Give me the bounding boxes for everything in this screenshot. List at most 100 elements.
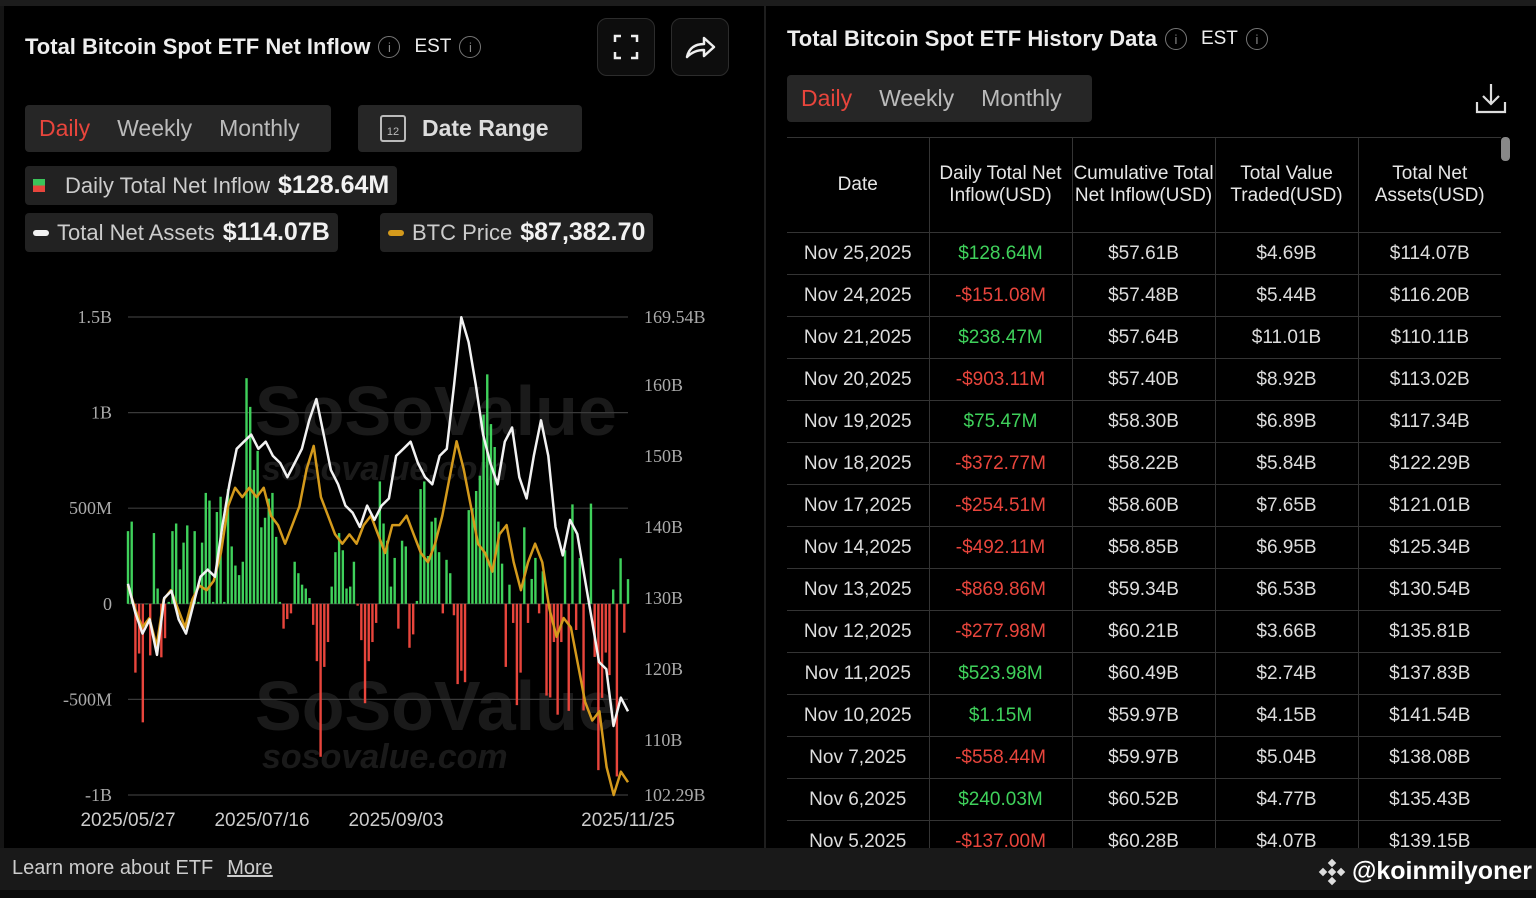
inflow-bar	[471, 508, 474, 604]
date-cell: Nov 7,2025	[787, 736, 930, 779]
inflow-bar	[304, 588, 307, 604]
scrollbar-thumb[interactable]	[1501, 137, 1510, 161]
cumulative-inflow-cell: $59.97B	[1071, 694, 1216, 737]
date-range-button[interactable]: 12 Date Range	[358, 105, 582, 152]
table-row[interactable]: Nov 12,2025 -$277.98M $60.21B $3.66B $135.81…	[787, 610, 1501, 653]
inflow-bar	[341, 550, 345, 604]
legend-value: $128.64M	[278, 171, 390, 199]
cumulative-inflow-cell: $59.97B	[1071, 736, 1216, 779]
inflow-bar	[382, 523, 385, 604]
inflow-bar	[571, 504, 574, 604]
net-assets-cell: $141.54B	[1357, 694, 1501, 737]
y-left-tick-label: 1.5B	[77, 307, 112, 327]
net-inflow-chart[interactable]: SoSoValue sosovalue.com SoSoValue sosova…	[0, 290, 764, 845]
inflow-bar	[197, 601, 200, 604]
inflow-bar	[263, 517, 267, 604]
inflow-bar	[530, 578, 533, 604]
column-header: Daily Total Net Inflow(USD)	[928, 137, 1073, 233]
daily-inflow-cell: -$903.11M	[928, 358, 1073, 401]
value-traded-cell: $5.84B	[1214, 442, 1359, 485]
inflow-bar	[326, 603, 330, 643]
legend-daily-inflow[interactable]: Daily Total Net Inflow $128.64M	[25, 166, 398, 205]
value-traded-cell: $5.44B	[1214, 274, 1359, 317]
info-icon[interactable]: i	[1164, 28, 1187, 50]
table-row[interactable]: Nov 20,2025 -$903.11M $57.40B $8.92B $113.02…	[787, 358, 1501, 401]
info-icon[interactable]: i	[378, 36, 401, 58]
column-header: Total Value Traded(USD)	[1214, 137, 1359, 233]
y-right-tick-label: 102.29B	[644, 785, 706, 805]
table-row[interactable]: Nov 6,2025 $240.03M $60.52B $4.77B $135.43B	[787, 778, 1501, 821]
net-assets-cell: $122.29B	[1357, 442, 1501, 485]
table-row[interactable]: Nov 25,2025 $128.64M $57.61B $4.69B $114.07B	[787, 232, 1501, 275]
inflow-bar	[271, 492, 274, 604]
more-link[interactable]: More	[227, 857, 273, 879]
net-assets-line	[126, 316, 630, 728]
inflow-bar	[386, 540, 389, 604]
net-assets-cell: $121.01B	[1357, 484, 1501, 527]
y-left-tick-label: -500M	[63, 689, 112, 709]
table-row[interactable]: Nov 17,2025 -$254.51M $58.60B $7.65B $121.01…	[787, 484, 1501, 527]
download-button[interactable]	[1474, 82, 1508, 119]
inflow-bar	[208, 500, 211, 604]
bottom-strip	[0, 890, 1536, 898]
table-row[interactable]: Nov 19,2025 $75.47M $58.30B $6.89B $117.34B	[787, 400, 1501, 443]
inflow-bar	[408, 603, 411, 648]
value-traded-cell: $2.74B	[1214, 652, 1359, 695]
legend-btc-price[interactable]: BTC Price $87,382.70	[380, 213, 654, 252]
inflow-bar	[511, 603, 515, 623]
table-row[interactable]: Nov 13,2025 -$869.86M $59.34B $6.53B $130.54…	[787, 568, 1501, 611]
x-tick-label: 2025/11/25	[581, 810, 675, 831]
inflow-bar	[330, 586, 333, 604]
table-row[interactable]: Nov 7,2025 -$558.44M $59.97B $5.04B $138.08B	[787, 736, 1501, 779]
info-icon[interactable]: i	[459, 36, 482, 58]
cumulative-inflow-cell: $58.85B	[1071, 526, 1216, 569]
tab-daily[interactable]: Daily	[801, 85, 853, 111]
inflow-bar	[623, 603, 626, 633]
inflow-bar	[482, 414, 485, 604]
table-row[interactable]: Nov 21,2025 $238.47M $57.64B $11.01B $110.11…	[787, 316, 1501, 359]
btc-legend-swatch	[388, 229, 404, 236]
tab-weekly[interactable]: Weekly	[117, 115, 193, 141]
legend-net-assets[interactable]: Total Net Assets $114.07B	[25, 213, 338, 252]
handle-text: @koinmilyoner	[1352, 857, 1532, 885]
inflow-bar	[497, 521, 500, 604]
share-button[interactable]	[671, 18, 729, 76]
inflow-bar	[626, 579, 630, 604]
cumulative-inflow-cell: $60.52B	[1071, 778, 1216, 821]
inflow-bar	[174, 523, 178, 604]
inflow-bar	[608, 603, 611, 676]
inflow-bar	[452, 603, 456, 616]
calendar-icon: 12	[380, 115, 406, 142]
table-row[interactable]: Nov 5,2025 -$137.00M $60.28B $4.07B $139.15B	[787, 820, 1501, 848]
table-row[interactable]: Nov 10,2025 $1.15M $59.97B $4.15B $141.54B	[787, 694, 1501, 737]
tab-monthly[interactable]: Monthly	[981, 85, 1062, 111]
table-row[interactable]: Nov 14,2025 -$492.11M $58.85B $6.95B $125.34…	[787, 526, 1501, 569]
history-period-tabs: Daily Weekly Monthly	[787, 75, 1092, 122]
y-right-tick-label: 120B	[644, 659, 683, 679]
share-icon	[685, 36, 716, 59]
inflow-bar	[178, 569, 182, 604]
fullscreen-button[interactable]	[597, 18, 655, 76]
table-scrollbar[interactable]	[1501, 137, 1511, 848]
table-row[interactable]: Nov 24,2025 -$151.08M $57.48B $5.44B $116.20…	[787, 274, 1501, 317]
y-right-tick-label: 160B	[644, 375, 683, 395]
inflow-bar	[523, 527, 526, 604]
panel-title: Total Bitcoin Spot ETF History Data	[787, 26, 1157, 51]
tab-monthly[interactable]: Monthly	[219, 115, 300, 141]
table-row[interactable]: Nov 18,2025 -$372.77M $58.22B $5.84B $122.29…	[787, 442, 1501, 485]
cumulative-inflow-cell: $57.48B	[1071, 274, 1216, 317]
net-assets-cell: $138.08B	[1357, 736, 1501, 779]
y-left-tick-label: 500M	[69, 498, 112, 518]
date-cell: Nov 11,2025	[787, 652, 930, 695]
column-header: Date	[787, 137, 930, 233]
legend-label: Daily Total Net Inflow	[65, 172, 271, 198]
value-traded-cell: $8.92B	[1214, 358, 1359, 401]
legend-label: Total Net Assets	[57, 219, 215, 245]
tab-daily[interactable]: Daily	[39, 115, 91, 141]
inflow-bar	[582, 603, 585, 711]
tab-weekly[interactable]: Weekly	[879, 85, 955, 111]
cumulative-inflow-cell: $58.60B	[1071, 484, 1216, 527]
table-row[interactable]: Nov 11,2025 $523.98M $60.49B $2.74B $137.83B	[787, 652, 1501, 695]
inflow-bar	[437, 552, 441, 604]
info-icon[interactable]: i	[1245, 28, 1268, 50]
